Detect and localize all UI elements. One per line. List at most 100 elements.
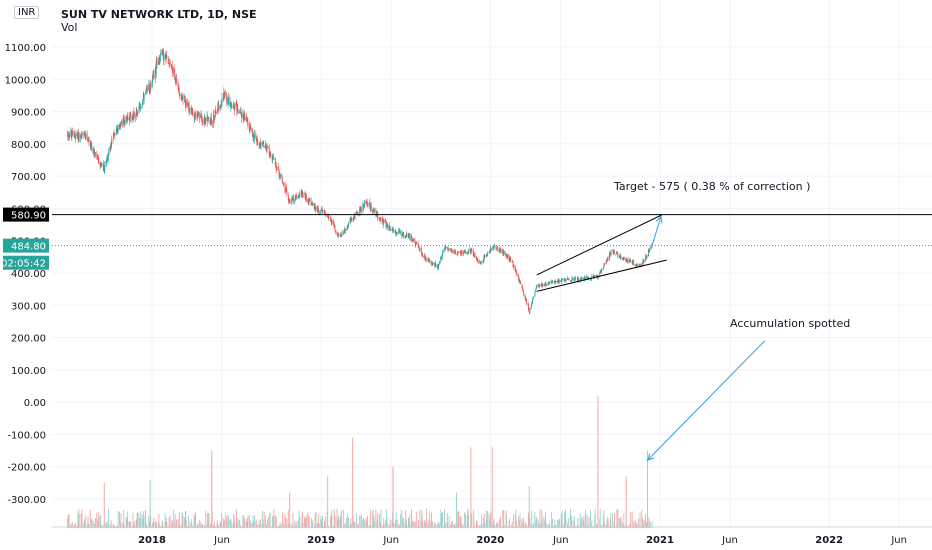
volume-bar [223,520,225,529]
candle-body [610,251,612,256]
volume-bar [259,524,261,529]
candle-body [520,281,521,284]
volume-bar [515,509,517,529]
volume-bar [311,522,313,529]
volume-bar [363,517,365,529]
channel-trendline[interactable] [536,214,663,276]
target-arrow[interactable] [651,216,662,246]
volume-bar [158,514,160,529]
candle-body [370,205,372,210]
candle-body [505,253,507,256]
candle-body [648,251,650,253]
candle-body [396,232,398,234]
volume-bar [230,521,232,529]
candle-body [463,251,465,254]
volume-bar [461,524,463,529]
volume-bar [350,518,352,529]
candle-body [98,157,100,164]
volume-bar [301,511,303,529]
candle-body [372,209,374,212]
candle-body [538,284,540,287]
volume-bar [99,516,101,529]
volume-bar [322,516,324,529]
candle-body [229,106,231,107]
volume-bar [541,510,543,529]
volume-bar [633,523,635,529]
candle-body [204,117,206,122]
volume-bar [521,519,523,529]
candle-body [404,236,406,238]
candle-body [321,208,323,212]
candle-body [490,249,492,251]
volume-bar [94,524,95,529]
volume-bar [247,516,249,529]
volume-bar [106,522,108,529]
candle-body [577,277,578,281]
candle-body [581,278,583,280]
candle-body [327,216,329,218]
candle-body [141,103,143,105]
volume-bar [152,521,154,529]
volume-bar [403,518,405,529]
candle-body [607,258,609,260]
volume-bar [248,514,250,529]
volume-bar [573,515,575,529]
candle-body [117,129,119,133]
candle-body [494,245,495,247]
candle-body [219,106,221,109]
volume-bar [246,518,248,529]
volume-bar [216,523,218,529]
volume-bar [227,514,229,529]
candle-body [130,113,132,120]
volume-bar [419,510,421,529]
candle-body [534,292,536,297]
candle-body [387,223,388,228]
candle-body [554,280,556,283]
volume-bar [364,520,366,529]
candle-body [126,116,127,118]
candle-body [596,275,597,276]
candle-body [75,136,76,139]
candle-body [457,252,459,254]
volume-bar [476,520,477,529]
candle-body [532,297,534,300]
candle-body [77,132,79,140]
candle-body [153,73,155,78]
candle-body [359,208,361,214]
volume-bar [529,524,531,529]
candle-body [253,137,255,139]
volume-bar [487,512,489,529]
currency-label[interactable]: INR [14,6,40,19]
candle-body [570,280,572,282]
volume-bar [584,510,586,529]
candle-body [458,251,460,253]
channel-trendline[interactable] [536,259,667,292]
volume-bar [643,520,645,529]
candle-body [527,303,529,309]
candle-body [619,256,621,258]
candle-body [558,280,559,281]
volume-bar [127,520,129,529]
candle-body [197,113,199,115]
volume-bar [622,522,623,529]
volume-bar [483,513,485,529]
volume-bar [599,518,601,529]
candle-body [430,261,432,263]
candle-body [317,208,319,212]
volume-indicator-label[interactable]: Vol [61,21,78,34]
candle-body [547,284,549,285]
candle-body [363,205,365,208]
candle-body [135,111,137,116]
volume-bar [337,515,339,529]
candle-body [158,60,159,65]
candle-body [544,284,546,286]
candle-body [81,134,83,136]
candle-body [644,259,646,263]
candle-body [214,115,216,118]
volume-arrow[interactable] [647,340,766,461]
volume-bar [292,512,294,529]
candle-body [639,264,641,266]
candle-body [269,154,271,155]
volume-bar [196,524,198,529]
